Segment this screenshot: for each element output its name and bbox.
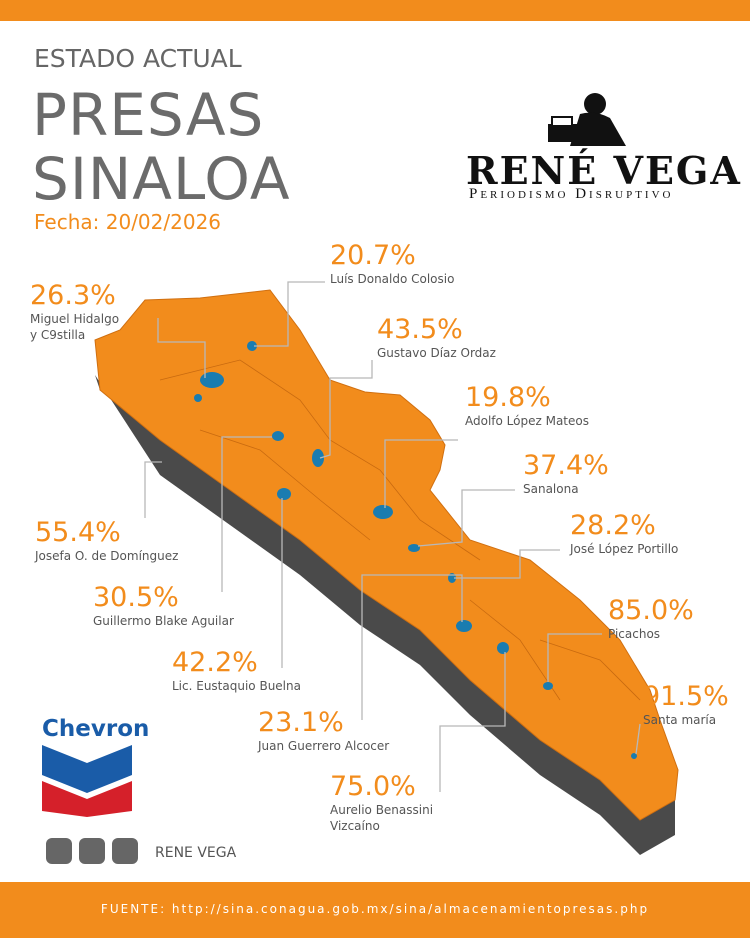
leader-line [319, 360, 373, 459]
leader-line [547, 633, 602, 682]
dam-name: Santa maría [643, 713, 717, 727]
dam-percent: 26.3% [30, 280, 116, 311]
dam-percent: 91.5% [643, 681, 729, 712]
leader-line [254, 281, 325, 347]
map-shadow [95, 375, 675, 855]
dam-percent: 30.5% [93, 582, 179, 613]
dam-name: Guillermo Blake Aguilar [93, 614, 234, 628]
leader-line [361, 574, 463, 720]
brand-tagline: Periodismo Disruptivo [469, 186, 674, 202]
leader-line [144, 461, 162, 518]
social-icons[interactable] [46, 838, 146, 866]
dam-name: Josefa O. de Domínguez [35, 549, 179, 563]
leader-line [417, 489, 515, 547]
dam-name: José López Portillo [570, 542, 679, 556]
sponsor-name: Chevron [42, 716, 150, 742]
dam-percent: 42.2% [172, 647, 258, 678]
leader-line [221, 436, 272, 592]
top-bar [0, 0, 750, 21]
leader-line [439, 652, 506, 792]
dam-percent: 28.2% [570, 510, 656, 541]
brand-name: RENÉ VEGA [466, 148, 742, 193]
date: Fecha: 20/02/2026 [34, 210, 222, 234]
dam-name: Juan Guerrero Alcocer [258, 739, 390, 753]
leader-line [384, 439, 458, 508]
bottom-bar [0, 882, 750, 938]
dam-name: Sanalona [523, 482, 579, 496]
dam-name: Adolfo López Mateos [465, 414, 589, 428]
title-line: PRESAS [32, 81, 265, 149]
dam-percent: 55.4% [35, 517, 121, 548]
dam-percent: 37.4% [523, 450, 609, 481]
dam-name: Lic. Eustaquio Buelna [172, 679, 301, 693]
dam-name: Luís Donaldo Colosio [330, 272, 455, 286]
leader-line [157, 318, 206, 378]
reservoirs [194, 341, 637, 759]
dam-percent: 23.1% [258, 707, 344, 738]
dam-name: Aurelio Benassini Vizcaíno [330, 803, 434, 833]
dam-percent: 20.7% [330, 240, 416, 271]
dam-percent: 19.8% [465, 382, 551, 413]
leader-line [635, 723, 641, 755]
social-handle: RENE VEGA [155, 845, 237, 861]
dam-name: Gustavo Díaz Ordaz [377, 346, 496, 360]
title-line: SINALOA [32, 145, 291, 213]
source: FUENTE: http://sina.conagua.gob.mx/sina/… [100, 902, 650, 916]
logo-silhouette [548, 93, 626, 146]
leader-line [454, 549, 560, 579]
dam-name: Picachos [608, 627, 661, 641]
dam-percent: 43.5% [377, 314, 463, 345]
subtitle: ESTADO ACTUAL [34, 44, 242, 73]
dam-percent: 85.0% [608, 595, 694, 626]
sponsor-logo [42, 745, 132, 817]
dam-percent: 75.0% [330, 771, 416, 802]
dam-name: Miguel Hidalgo y C9stilla [30, 312, 120, 342]
